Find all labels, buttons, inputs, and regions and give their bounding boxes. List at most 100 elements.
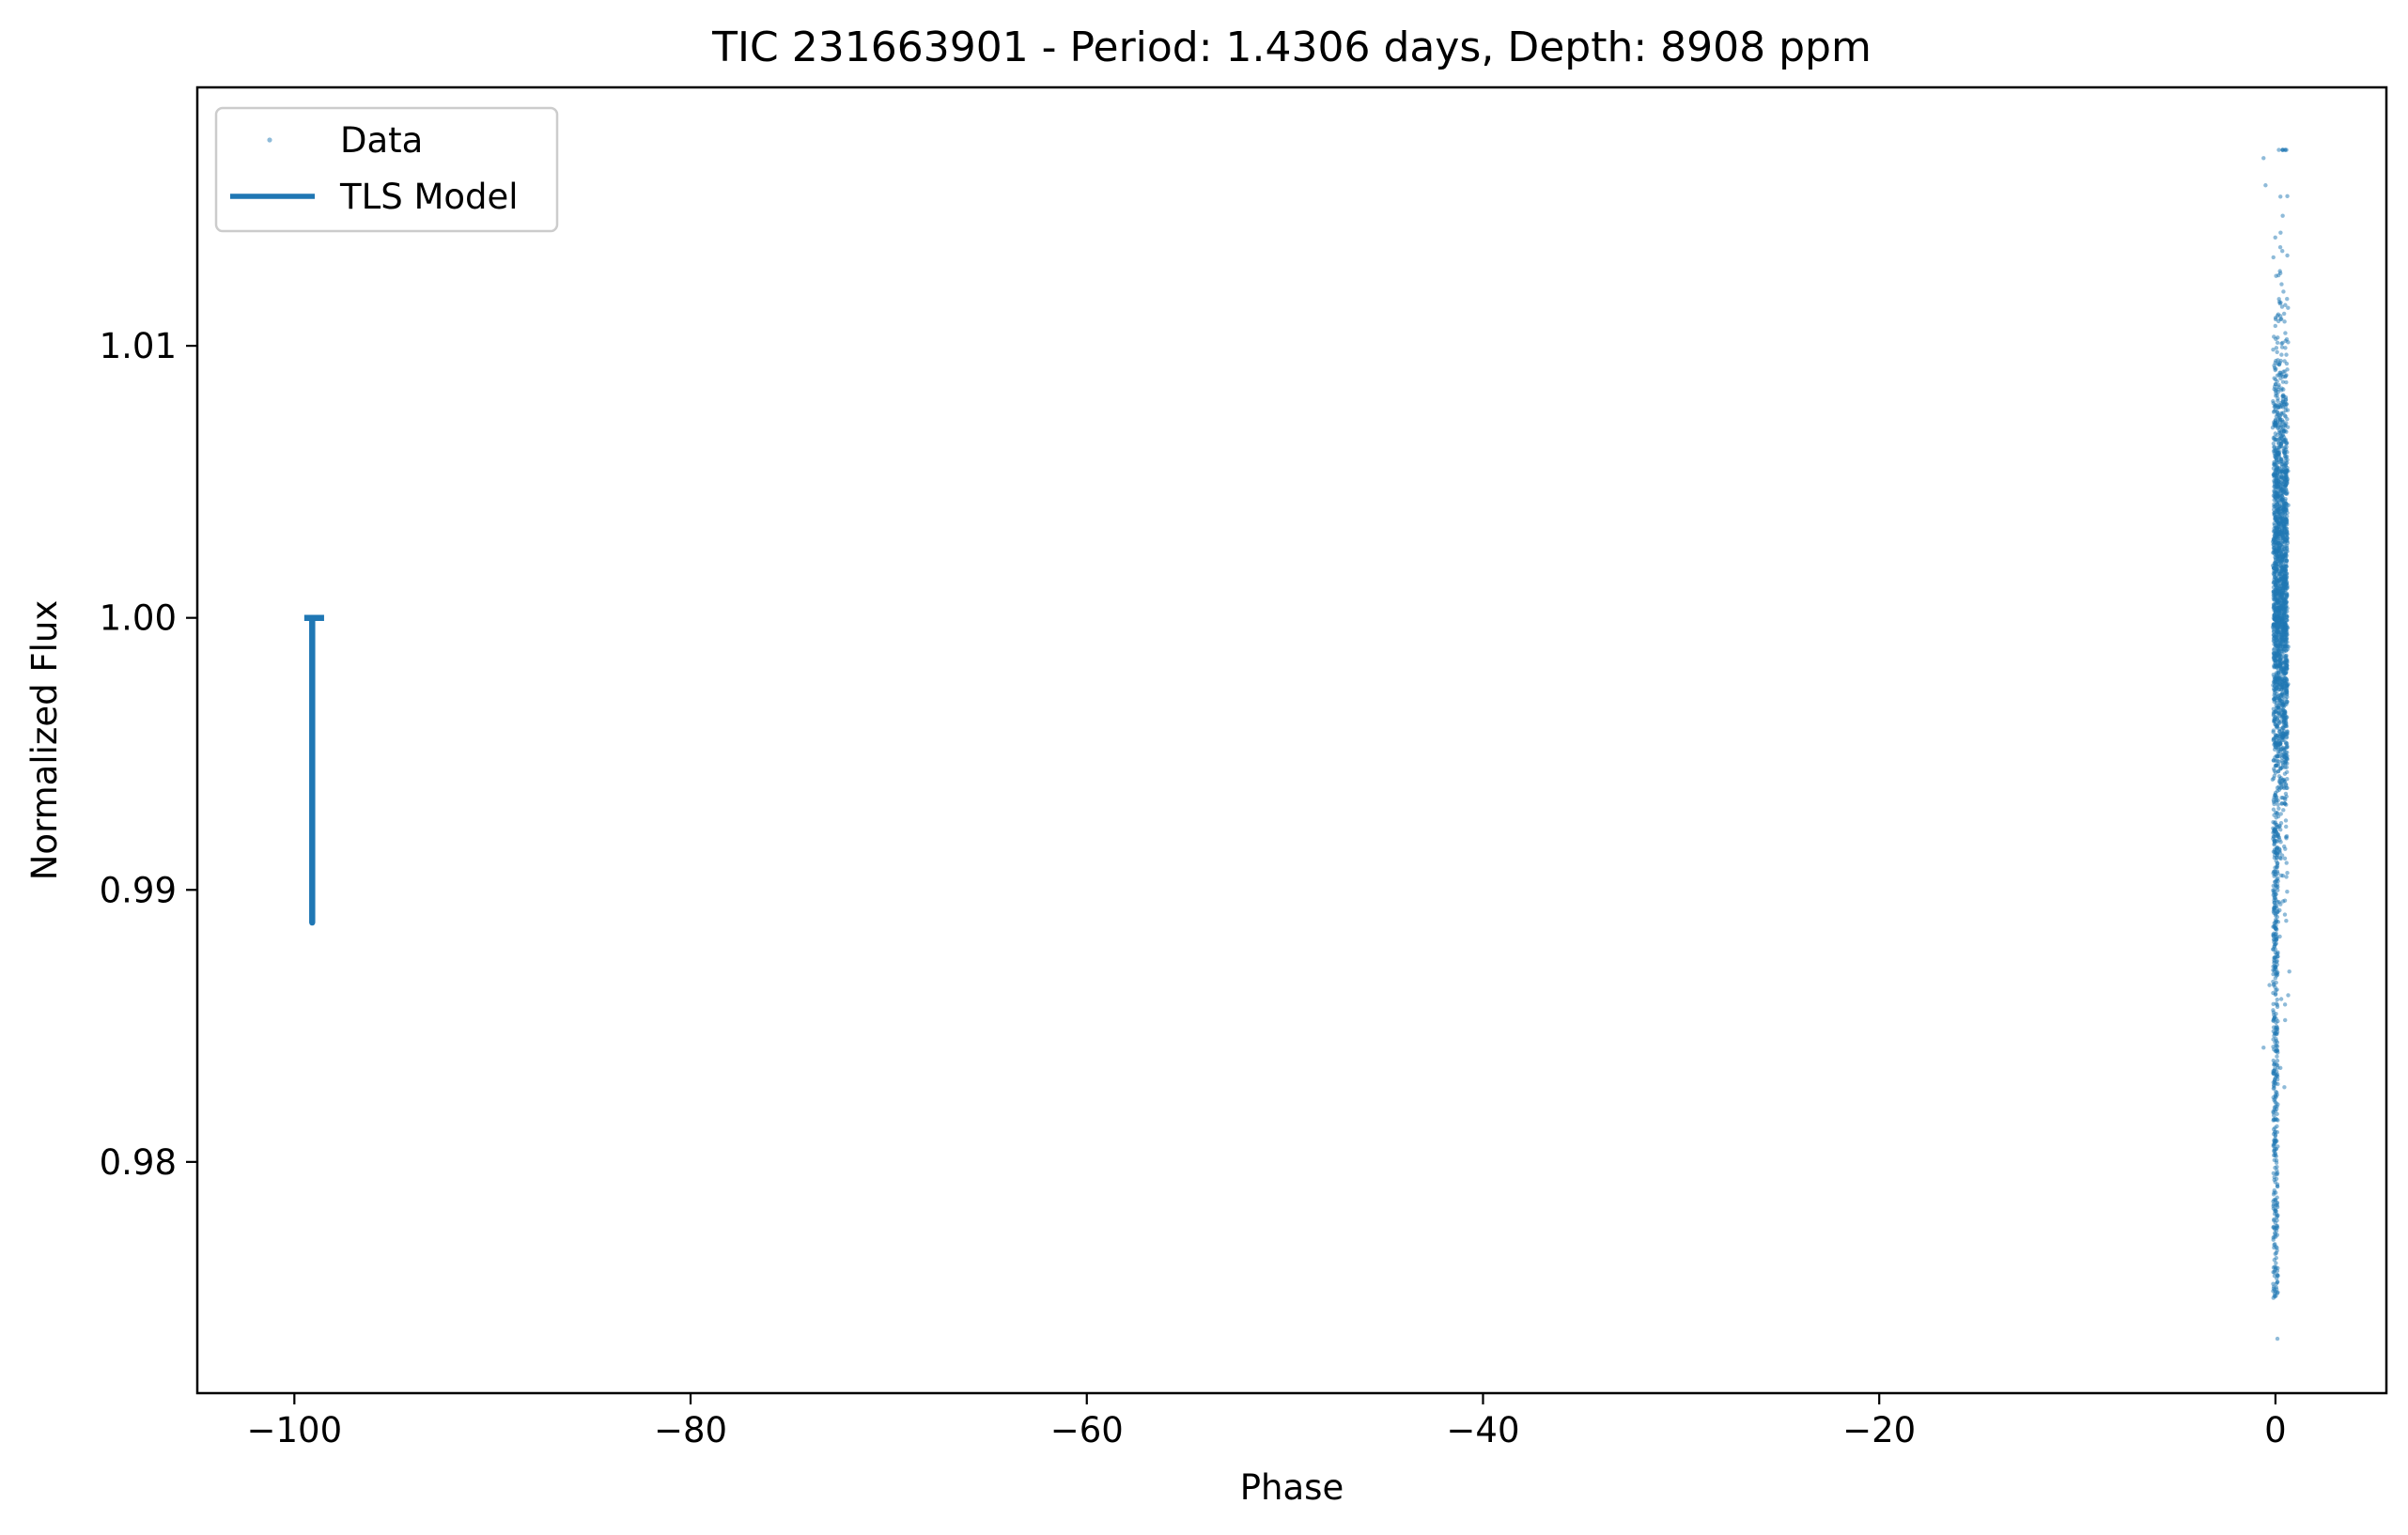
data-point: [2278, 767, 2283, 771]
data-point: [2283, 346, 2288, 350]
data-point: [2276, 643, 2280, 648]
data-point: [2275, 758, 2280, 763]
data-point: [2273, 609, 2278, 614]
data-point: [2281, 289, 2286, 294]
data-point: [2275, 594, 2279, 599]
data-point: [2273, 1048, 2278, 1054]
data-point: [2276, 485, 2281, 490]
data-point: [2279, 785, 2284, 790]
data-point: [2272, 1085, 2276, 1091]
data-point: [2276, 466, 2282, 471]
data-point: [2278, 433, 2283, 438]
data-point: [2276, 1018, 2280, 1024]
data-point: [2279, 457, 2284, 461]
data-point: [2279, 497, 2284, 503]
data-point: [2272, 602, 2276, 607]
data-point: [2272, 656, 2276, 660]
data-point: [2275, 1111, 2279, 1117]
data-point: [2285, 870, 2290, 876]
data-point: [2278, 678, 2283, 683]
data-point: [2272, 768, 2277, 773]
data-point: [2274, 1001, 2278, 1006]
data-point: [2274, 674, 2278, 679]
data-point: [2276, 954, 2280, 959]
y-tick-label: 1.00: [100, 598, 177, 639]
data-point: [2275, 691, 2279, 696]
data-point: [2277, 542, 2283, 547]
data-point: [2280, 602, 2285, 608]
data-point: [2279, 388, 2284, 393]
y-tick-label: 0.98: [100, 1142, 177, 1183]
data-point: [2271, 255, 2276, 260]
data-point: [2285, 592, 2290, 597]
data-point: [2284, 699, 2290, 704]
data-point: [2272, 522, 2277, 528]
data-point: [2271, 1203, 2276, 1209]
data-point: [2276, 362, 2282, 367]
data-point: [2274, 479, 2278, 485]
data-point: [2276, 297, 2281, 302]
data-point: [2280, 490, 2285, 496]
data-point: [2272, 461, 2276, 466]
data-point: [2279, 461, 2285, 467]
data-point: [2277, 702, 2283, 706]
data-point: [2272, 955, 2276, 960]
data-point: [2276, 535, 2280, 540]
data-point: [2280, 380, 2286, 384]
data-point: [2273, 1109, 2278, 1113]
data-point: [2281, 597, 2287, 603]
data-point: [2271, 683, 2276, 688]
data-point: [2271, 697, 2276, 702]
data-point: [2285, 408, 2291, 412]
x-axis: −100 −80 −60 −40 −20 0: [247, 1393, 2287, 1450]
data-point: [2283, 556, 2288, 561]
data-point: [2279, 345, 2285, 349]
data-point: [2283, 469, 2288, 473]
data-point: [2283, 450, 2288, 455]
data-point: [2276, 729, 2282, 735]
data-point: [2282, 912, 2288, 917]
x-tick-label: −20: [1842, 1410, 1916, 1450]
data-point: [2273, 235, 2277, 240]
data-point: [2271, 347, 2276, 352]
data-point: [2274, 566, 2278, 571]
data-point: [2283, 473, 2289, 478]
data-point: [2281, 717, 2287, 722]
data-point: [2278, 443, 2283, 449]
data-point: [2271, 1029, 2276, 1033]
data-point: [2274, 799, 2278, 804]
data-point: [2273, 323, 2277, 329]
data-point: [2274, 872, 2278, 877]
data-point: [2276, 742, 2282, 747]
data-point: [2280, 589, 2285, 594]
data-point: [2283, 537, 2289, 542]
data-point: [2276, 398, 2280, 404]
data-point: [2280, 420, 2285, 425]
data-point: [2276, 632, 2280, 638]
data-point: [2271, 807, 2276, 812]
data-point: [2275, 349, 2279, 355]
data-point: [2278, 194, 2283, 199]
data-point: [2273, 820, 2278, 825]
x-tick-label: −40: [1446, 1410, 1519, 1450]
y-tick-label: 1.01: [100, 326, 177, 366]
data-point: [2275, 927, 2279, 932]
data-point: [2275, 716, 2280, 721]
data-point: [2263, 183, 2268, 188]
data-point: [2285, 745, 2290, 750]
data-point: [2274, 577, 2279, 581]
data-point: [2272, 963, 2277, 969]
data-point: [2272, 1242, 2276, 1248]
data-point: [2274, 1011, 2278, 1016]
data-point: [2271, 1025, 2276, 1030]
data-point: [2272, 387, 2276, 392]
data-point: [2276, 509, 2281, 515]
data-point: [2279, 755, 2285, 760]
data-point: [2274, 883, 2278, 889]
data-point: [2282, 1002, 2288, 1007]
data-point: [2271, 1270, 2276, 1275]
y-axis-label: Normalized Flux: [24, 600, 65, 881]
data-point: [2274, 763, 2278, 768]
data-point: [2283, 846, 2288, 851]
data-point: [2276, 421, 2280, 426]
